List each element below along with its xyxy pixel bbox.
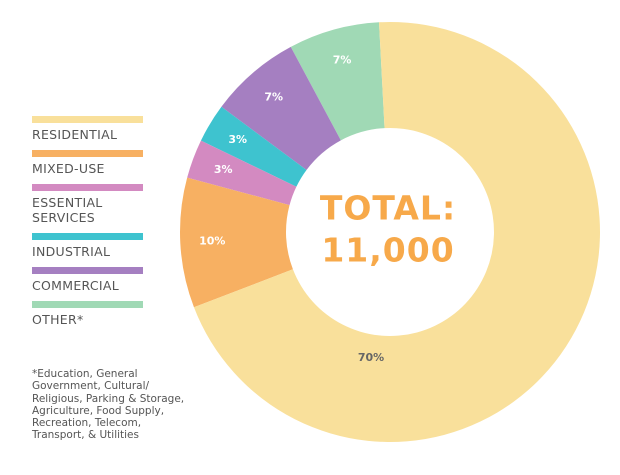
donut-segment: [200, 106, 307, 187]
legend: RESIDENTIAL MIXED-USE ESSENTIAL SERVICES IN…: [32, 116, 144, 335]
footnote: *Education, General Government, Cultural/…: [32, 368, 232, 442]
data-label: 3%: [228, 133, 247, 146]
legend-label: OTHER*: [32, 312, 84, 327]
data-label: 3%: [214, 163, 233, 176]
legend-label: INDUSTRIAL: [32, 244, 111, 259]
donut-segment: [193, 22, 600, 443]
legend-swatch: [32, 301, 143, 308]
legend-swatch: [32, 233, 143, 240]
data-label: 10%: [199, 234, 225, 247]
footnote-line: Government, Cultural/: [32, 380, 150, 393]
data-label: 7%: [264, 90, 283, 103]
footnote-line: Recreation, Telecom,: [32, 417, 142, 430]
footnote-line: Religious, Parking & Storage,: [32, 392, 185, 405]
legend-swatch: [32, 150, 143, 157]
donut-segment: [290, 22, 385, 141]
donut-segment: [221, 46, 341, 170]
legend-label: COMMERCIAL: [32, 278, 120, 293]
center-total: 11,000: [321, 231, 454, 270]
legend-swatch: [32, 267, 143, 274]
footnote-line: Agriculture, Food Supply,: [32, 404, 165, 417]
footnote-line: *Education, General: [32, 368, 138, 380]
data-label: 7%: [333, 54, 352, 67]
donut-segment: [179, 177, 293, 308]
center-title: TOTAL:: [320, 189, 456, 228]
legend-label: MIXED-USE: [32, 161, 105, 176]
legend-label: RESIDENTIAL: [32, 127, 118, 142]
legend-swatch: [32, 184, 143, 191]
legend-label: ESSENTIAL SERVICES: [32, 195, 103, 225]
data-label: 70%: [358, 351, 384, 364]
donut-segment: [187, 140, 297, 206]
legend-swatch: [32, 116, 143, 123]
footnote-line: Transport, & Utilities: [32, 429, 139, 442]
